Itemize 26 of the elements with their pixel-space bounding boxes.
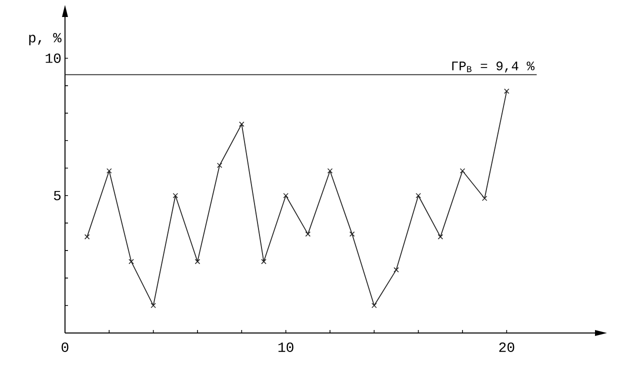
point <box>305 231 311 237</box>
point <box>416 192 421 198</box>
ref-line-label: ГР$_{В}$ = 9,4 % <box>452 62 535 73</box>
point <box>460 168 466 174</box>
point <box>283 192 288 198</box>
point <box>216 162 222 168</box>
point <box>482 196 488 202</box>
y-axis-title: p, % <box>29 33 62 46</box>
x-tick-label: 10 <box>278 342 294 352</box>
point <box>394 267 399 272</box>
point <box>106 168 112 174</box>
point <box>504 88 510 94</box>
point <box>84 234 90 240</box>
point <box>194 258 200 264</box>
point <box>327 168 333 174</box>
point <box>150 302 156 308</box>
point <box>128 258 134 264</box>
y-tick-label: 5 <box>54 190 61 200</box>
x-tick-label: 20 <box>499 342 514 352</box>
point <box>372 302 377 308</box>
point <box>261 258 266 264</box>
x-tick-label: 0 <box>62 342 68 352</box>
point <box>349 231 355 237</box>
point <box>438 234 444 240</box>
point <box>239 122 244 127</box>
point <box>172 192 178 198</box>
